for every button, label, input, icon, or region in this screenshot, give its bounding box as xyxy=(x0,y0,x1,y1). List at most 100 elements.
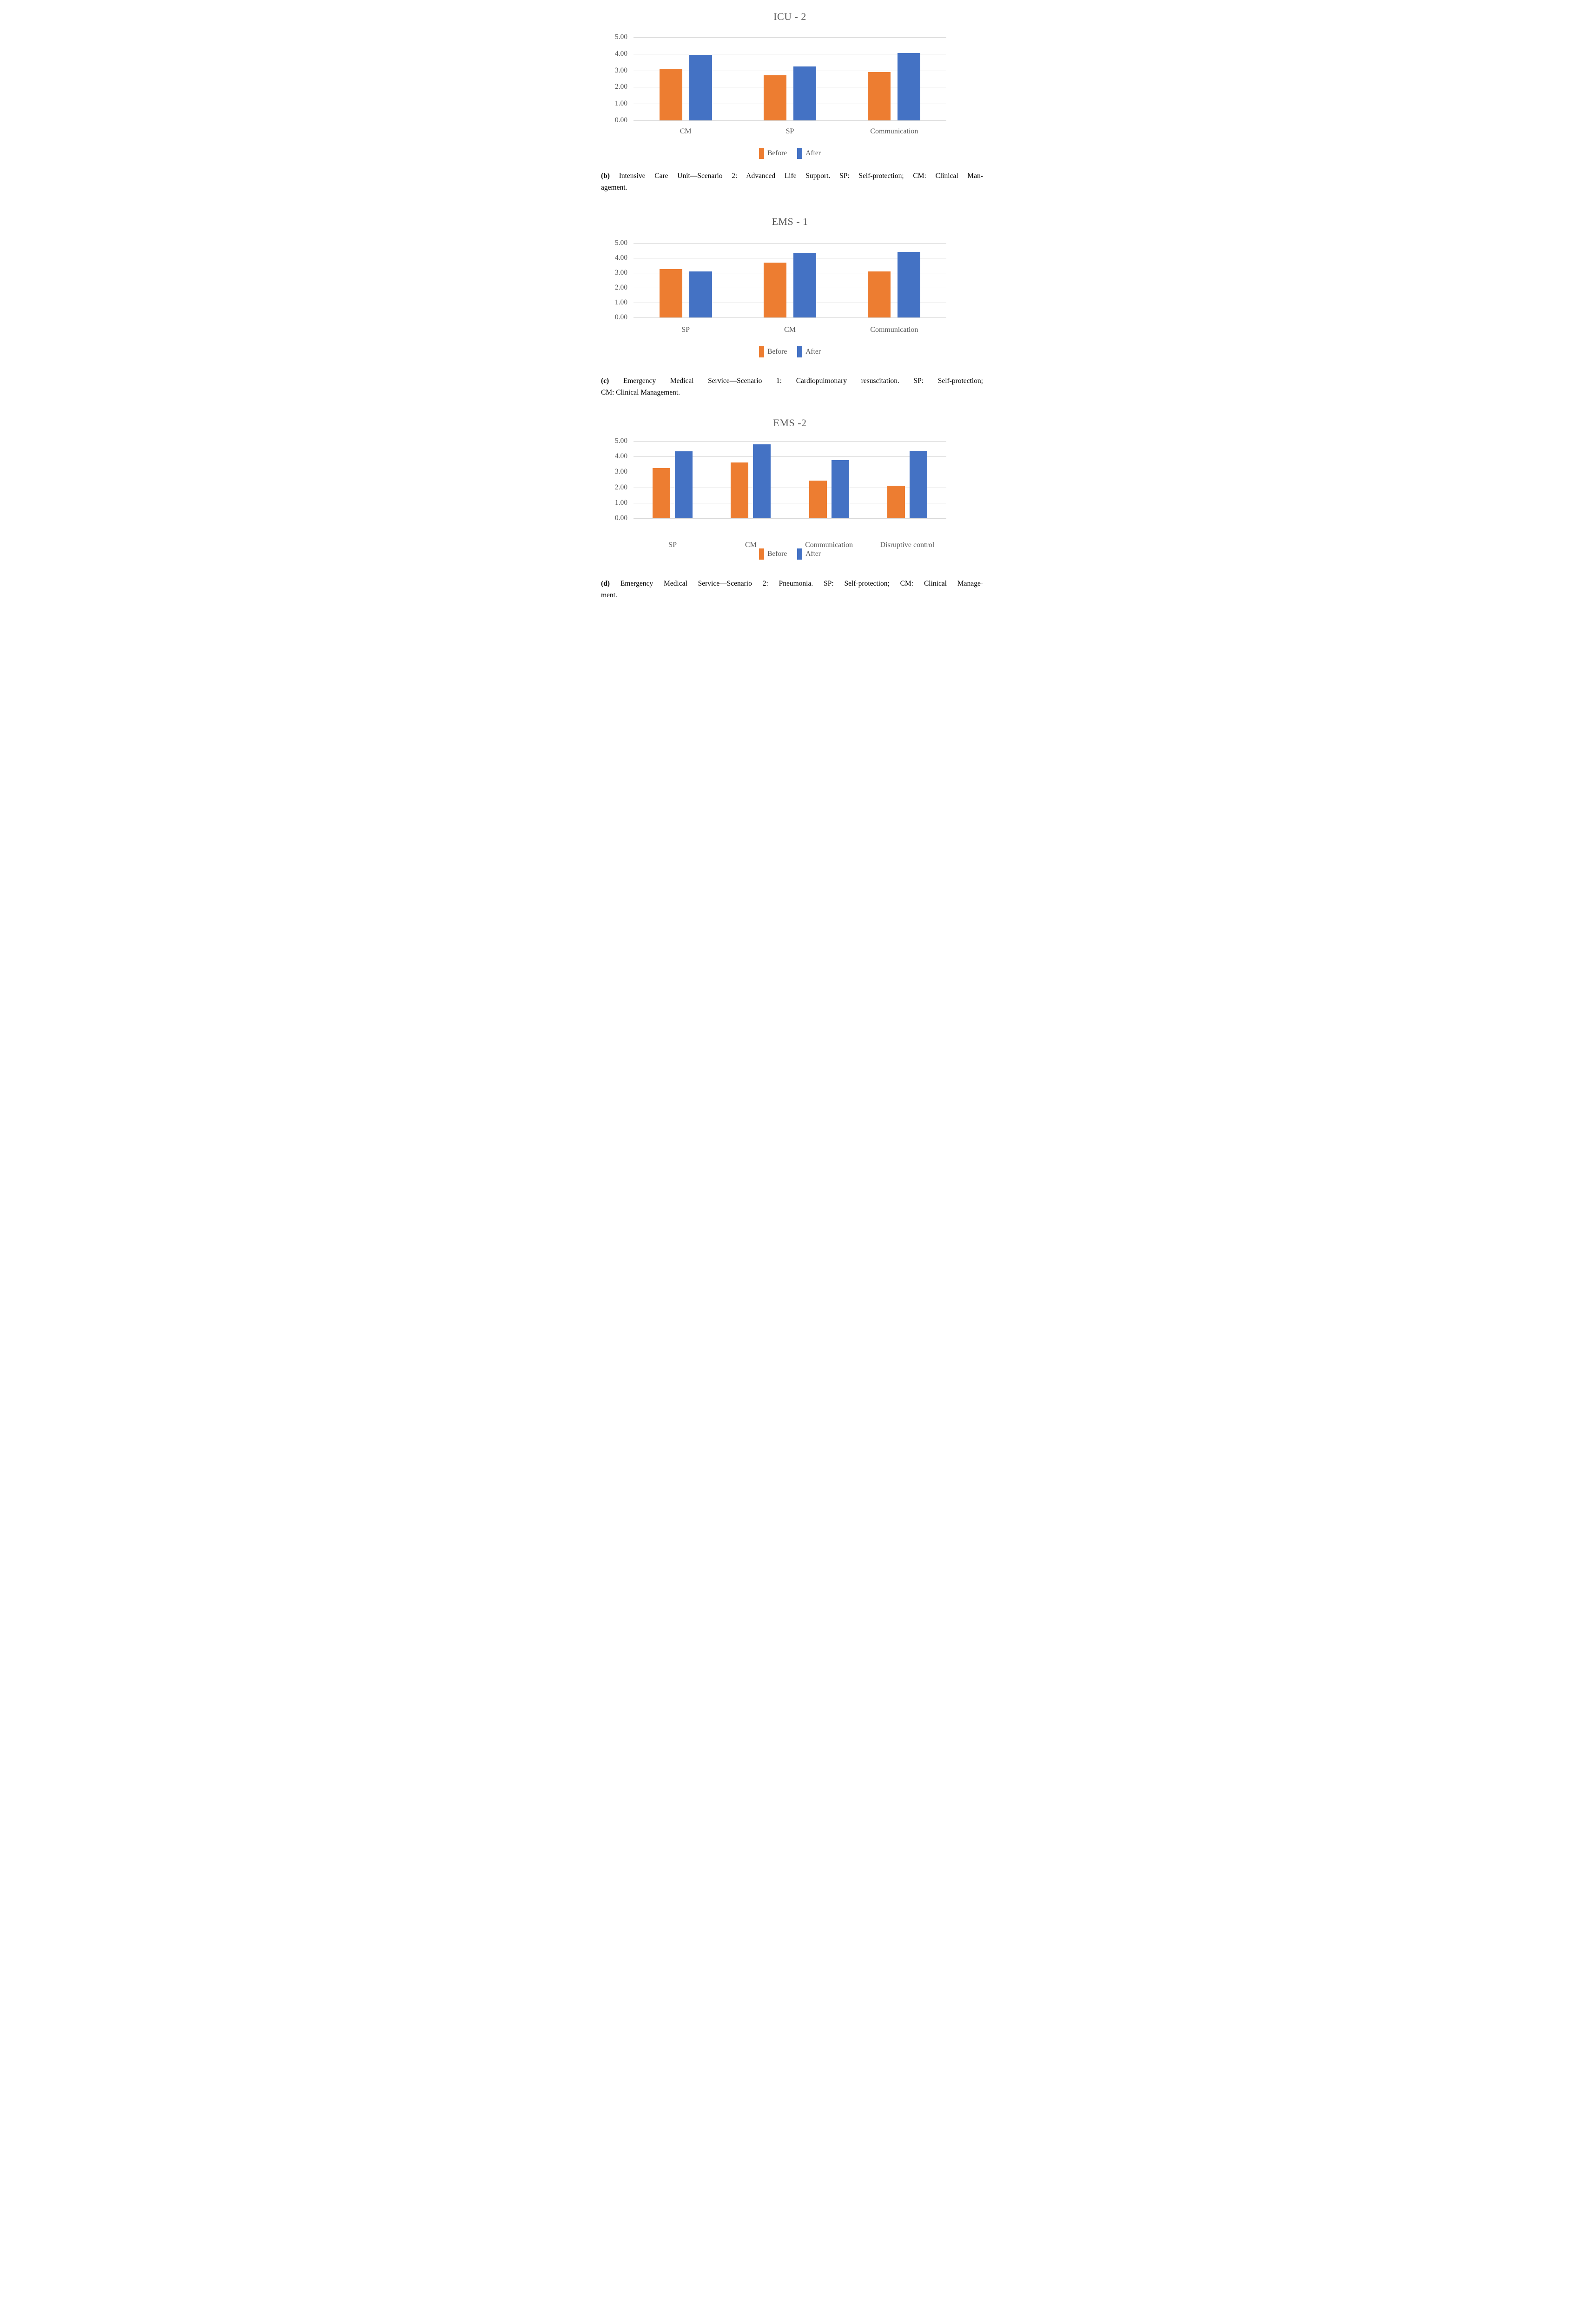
bar-before-disruptive-control xyxy=(887,486,905,518)
chart-title-ems-2: EMS -2 xyxy=(773,417,807,429)
bar-after-sp xyxy=(793,66,816,120)
caption-c: (c) Emergency Medical Service—Scenario 1… xyxy=(601,375,983,398)
plot-area-ems-2 xyxy=(634,441,946,519)
bar-after-communication xyxy=(898,252,921,317)
y-axis-tick-label: 0.00 xyxy=(614,313,627,321)
gridline xyxy=(634,456,946,457)
x-axis-category-label: CM xyxy=(680,127,692,135)
bar-before-communication xyxy=(809,480,827,518)
x-axis-category-label: Disruptive control xyxy=(880,541,935,549)
legend-label-after: After xyxy=(805,348,821,356)
x-axis-ems-1: SP CM Communication xyxy=(634,326,946,334)
legend-swatch-after-icon xyxy=(797,346,803,357)
caption-b-text1: Intensive Care Unit—Scenario 2: Advanced… xyxy=(609,172,983,180)
bar-group-communication xyxy=(842,243,946,317)
bar-before-sp xyxy=(763,75,786,120)
caption-c-text1: Emergency Medical Service—Scenario 1: Ca… xyxy=(609,377,983,385)
legend-ems-1: Before After xyxy=(634,346,946,357)
y-axis-tick-label: 1.00 xyxy=(614,99,627,108)
y-axis-tick-label: 1.00 xyxy=(614,298,627,306)
caption-b-line1: (b) Intensive Care Unit—Scenario 2: Adva… xyxy=(601,170,983,182)
bar-after-cm xyxy=(753,444,771,518)
gridline xyxy=(634,120,946,121)
bar-after-sp xyxy=(675,451,693,518)
caption-c-marker: (c) xyxy=(601,377,609,385)
y-axis-tick-label: 3.00 xyxy=(614,468,627,476)
legend-label-before: Before xyxy=(767,348,787,356)
bar-after-cm xyxy=(793,252,816,317)
legend-item-after: After xyxy=(797,148,821,159)
bar-before-communication xyxy=(868,271,891,317)
bar-group-sp xyxy=(634,243,738,317)
bar-groups xyxy=(634,37,946,120)
plot-area-icu-2 xyxy=(634,37,946,121)
y-axis-tick-label: 3.00 xyxy=(614,66,627,74)
plot-area-ems-1 xyxy=(634,243,946,318)
caption-d-text1: Emergency Medical Service—Scenario 2: Pn… xyxy=(609,580,983,588)
x-axis-category-label: Communication xyxy=(870,127,918,135)
caption-c-line2: CM: Clinical Management. xyxy=(601,389,680,396)
bar-before-sp xyxy=(659,269,682,317)
bar-group-cm xyxy=(634,37,738,120)
bar-before-sp xyxy=(653,468,671,518)
bar-group-sp xyxy=(634,441,712,518)
y-axis-tick-label: 1.00 xyxy=(614,498,627,507)
caption-d: (d) Emergency Medical Service—Scenario 2… xyxy=(601,578,983,597)
bar-after-communication xyxy=(898,53,921,120)
y-axis-tick-label: 4.00 xyxy=(614,49,627,58)
legend-label-before: Before xyxy=(767,149,787,157)
bar-groups xyxy=(634,243,946,317)
y-axis-tick-label: 5.00 xyxy=(614,437,627,445)
y-axis-tick-label: 2.00 xyxy=(614,284,627,291)
bar-group-disruptive-control xyxy=(868,441,946,518)
y-axis-tick-label: 5.00 xyxy=(614,33,627,41)
legend-ems-2: Before After xyxy=(634,548,946,560)
legend-item-before: Before xyxy=(759,346,787,357)
gridline xyxy=(634,37,946,38)
bar-groups xyxy=(634,441,946,518)
caption-d-line2: ment. xyxy=(601,591,617,597)
x-axis-category-label: CM xyxy=(784,326,796,334)
chart-title-ems-1: EMS - 1 xyxy=(772,216,808,227)
legend-item-after: After xyxy=(797,548,821,560)
gridline xyxy=(634,441,946,442)
legend-swatch-before-icon xyxy=(759,346,765,357)
x-axis-icu-2: CM SP Communication xyxy=(634,127,946,136)
y-axis-tick-label: 0.00 xyxy=(614,116,627,124)
x-axis-category-label: SP xyxy=(668,541,677,549)
caption-d-line1: (d) Emergency Medical Service—Scenario 2… xyxy=(601,578,983,589)
caption-b: (b) Intensive Care Unit—Scenario 2: Adva… xyxy=(601,170,983,193)
caption-c-line1: (c) Emergency Medical Service—Scenario 1… xyxy=(601,375,983,387)
bar-before-communication xyxy=(868,72,891,120)
y-axis-tick-label: 4.00 xyxy=(614,254,627,262)
y-axis-tick-label: 2.00 xyxy=(614,483,627,491)
bar-before-cm xyxy=(659,69,682,120)
gridline xyxy=(634,317,946,318)
caption-b-marker: (b) xyxy=(601,172,610,180)
legend-label-after: After xyxy=(805,550,821,558)
legend-icu-2: Before After xyxy=(634,148,946,159)
legend-item-before: Before xyxy=(759,548,787,560)
legend-swatch-before-icon xyxy=(759,548,765,560)
bar-after-cm xyxy=(689,54,712,120)
x-axis-category-label: Communication xyxy=(870,326,918,334)
bar-after-sp xyxy=(689,271,712,317)
bar-group-cm xyxy=(738,243,842,317)
caption-b-line2: agement. xyxy=(601,184,627,191)
bar-before-cm xyxy=(763,262,786,317)
gridline xyxy=(634,518,946,519)
x-axis-category-label: SP xyxy=(681,326,690,334)
y-axis-tick-label: 0.00 xyxy=(614,514,627,522)
x-axis-category-label: CM xyxy=(745,541,757,549)
bar-before-cm xyxy=(731,462,749,518)
y-axis-ems-1: 5.00 4.00 3.00 2.00 1.00 0.00 xyxy=(594,239,627,321)
legend-swatch-before-icon xyxy=(759,148,765,159)
caption-d-marker: (d) xyxy=(601,580,610,588)
chart-title-icu-2: ICU - 2 xyxy=(773,11,806,22)
legend-label-before: Before xyxy=(767,550,787,558)
y-axis-tick-label: 5.00 xyxy=(614,239,627,247)
legend-item-before: Before xyxy=(759,148,787,159)
gridline xyxy=(634,243,946,244)
bar-group-communication xyxy=(790,441,868,518)
bar-after-disruptive-control xyxy=(909,450,927,518)
